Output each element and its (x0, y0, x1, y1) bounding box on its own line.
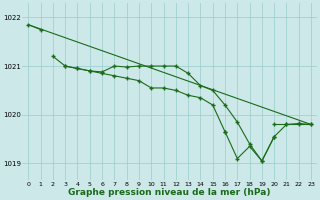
X-axis label: Graphe pression niveau de la mer (hPa): Graphe pression niveau de la mer (hPa) (68, 188, 271, 197)
